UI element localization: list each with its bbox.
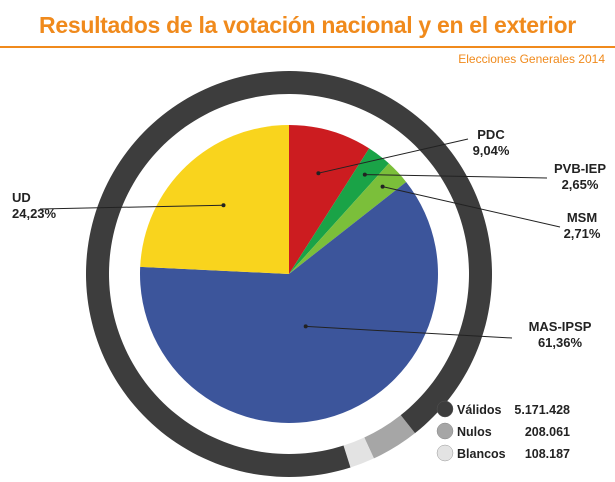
legend: Válidos 5.171.428 Nulos 208.061 Blancos …	[436, 400, 570, 462]
leader-dot-msm	[380, 184, 385, 189]
leader-dot-pdc	[316, 171, 321, 176]
title-divider	[0, 46, 615, 48]
label-ud-name: UD	[12, 190, 31, 205]
leader-line-pdc	[318, 138, 469, 174]
label-pvb-value: 2,65%	[562, 177, 599, 192]
ring-slice-nulos	[364, 415, 416, 459]
legend-value-blancos: 108.187	[525, 447, 570, 461]
inner-pie	[139, 125, 438, 423]
legend-swatch-blancos	[436, 444, 454, 462]
leader-line-mas-ipsp	[305, 325, 513, 339]
outer-ring	[86, 70, 493, 477]
label-pvb-name: PVB-IEP	[554, 161, 606, 176]
legend-swatch-nulos	[436, 422, 454, 440]
legend-label-nulos: Nulos	[457, 425, 492, 439]
legend-value-nulos: 208.061	[525, 425, 570, 439]
pie-slice-mas-ipsp	[139, 181, 438, 423]
label-mas-name: MAS-IPSP	[529, 319, 592, 334]
label-mas-value: 61,36%	[538, 335, 583, 350]
pie-slice-ud	[140, 125, 289, 274]
ring-slice-blancos	[343, 437, 374, 468]
leader-lines	[39, 138, 561, 339]
pie-slice-pvb-iep	[289, 148, 389, 274]
label-pdc-value: 9,04%	[473, 143, 510, 158]
leader-dot-ud	[221, 203, 226, 208]
pie-slice-msm	[289, 163, 407, 274]
legend-label-blancos: Blancos	[457, 447, 506, 461]
leader-line-msm	[382, 186, 561, 228]
label-pdc-name: PDC	[477, 127, 505, 142]
legend-swatch-validos	[436, 400, 454, 418]
leader-line-pvb-iep	[364, 174, 548, 179]
label-msm-value: 2,71%	[564, 226, 601, 241]
leader-line-ud	[39, 204, 224, 210]
leader-dot-pvb-iep	[362, 172, 367, 177]
page-title: Resultados de la votación nacional y en …	[39, 12, 576, 38]
leader-dot-mas-ipsp	[303, 324, 308, 329]
legend-value-validos: 5.171.428	[514, 403, 570, 417]
label-msm-name: MSM	[567, 210, 597, 225]
label-ud-value: 24,23%	[12, 206, 57, 221]
legend-label-validos: Válidos	[457, 403, 502, 417]
pie-slice-pdc	[289, 125, 370, 274]
page-subtitle: Elecciones Generales 2014	[458, 52, 605, 66]
